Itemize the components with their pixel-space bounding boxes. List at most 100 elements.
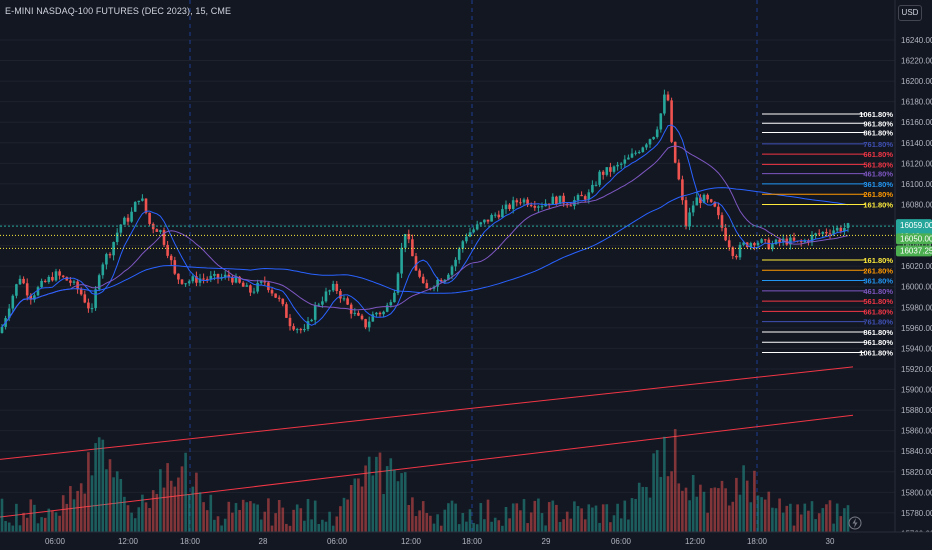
volume-bar (645, 486, 648, 532)
candle-body (486, 219, 490, 222)
volume-bar (803, 503, 807, 532)
volume-bar (533, 500, 537, 532)
volume-bar (591, 507, 594, 532)
volume-bar (576, 506, 580, 532)
volume-bar (677, 483, 681, 532)
volume-bar (558, 521, 562, 532)
candle-body (33, 295, 36, 300)
volume-bar (180, 466, 184, 532)
candle-body (504, 204, 508, 210)
volume-bar (389, 458, 393, 532)
volume-bar (580, 508, 583, 532)
volume-bar (659, 476, 663, 532)
volume-bar (223, 518, 227, 532)
price-tag-2-bg (896, 233, 932, 245)
y-tick-label: 16200.00 (901, 77, 932, 86)
volume-bar (241, 499, 245, 532)
volume-bar (450, 500, 454, 532)
price-tag-2: 16050.00 (900, 234, 932, 243)
volume-bar (713, 487, 717, 532)
volume-bar (760, 497, 763, 532)
candle-body (36, 287, 40, 296)
candle-body (457, 248, 461, 260)
fib-level-label: 161.80% (863, 200, 893, 209)
volume-bar (234, 503, 238, 532)
candle-body (612, 166, 616, 172)
candle-body (839, 227, 843, 232)
time-axis[interactable] (0, 532, 932, 550)
candle-body (555, 196, 558, 205)
volume-bar (54, 512, 58, 532)
volume-bar (313, 500, 317, 532)
candle-body (738, 244, 742, 258)
candle-body (587, 192, 591, 200)
currency-button[interactable]: USD (898, 5, 922, 21)
y-tick-label: 15780.00 (901, 509, 932, 518)
volume-bar (144, 502, 148, 532)
volume-bar (601, 504, 605, 532)
y-tick-label: 16120.00 (901, 159, 932, 168)
candle-body (465, 236, 468, 242)
candle-body (799, 240, 803, 243)
volume-bar (411, 497, 414, 532)
volume-bar (569, 518, 573, 532)
candle-body (756, 242, 760, 246)
candle-body (72, 281, 76, 283)
volume-bar (112, 477, 115, 532)
candle-body (123, 217, 126, 225)
volume-bar (490, 521, 493, 532)
volume-bar (94, 443, 97, 532)
price-axis[interactable] (895, 0, 932, 532)
volume-bar (393, 469, 396, 532)
volume-bar (277, 500, 281, 532)
volume-bar (630, 498, 634, 532)
volume-bar (468, 509, 472, 532)
candle-body (295, 329, 299, 331)
fib-level-label: 461.80% (863, 287, 893, 296)
candle-body (637, 152, 641, 154)
candle-body (328, 290, 331, 292)
candle-body (414, 256, 418, 271)
x-tick-label: 06:00 (611, 537, 632, 546)
candle-body (598, 171, 601, 185)
candle-body (760, 239, 763, 243)
volume-bar (526, 523, 529, 532)
volume-bar (828, 500, 832, 532)
candle-body (303, 328, 306, 331)
ma-slow-line (1, 187, 849, 328)
volume-bar (814, 519, 817, 532)
candle-body (461, 241, 465, 249)
candle-body (684, 200, 688, 227)
candle-body (724, 227, 727, 241)
candle-body (576, 194, 580, 201)
candle-body (371, 314, 375, 322)
volume-bar (72, 499, 76, 532)
candle-body (627, 157, 630, 160)
candle-body (655, 129, 659, 137)
ma-fast-line (1, 124, 849, 328)
candle-body (792, 237, 796, 241)
candle-body (529, 205, 533, 207)
volume-bar (364, 465, 367, 532)
candle-body (223, 274, 227, 278)
lightning-icon[interactable] (848, 516, 862, 530)
fib-level-label: 961.80% (863, 119, 893, 128)
volume-bar (817, 513, 821, 532)
volume-bar (807, 510, 810, 532)
volume-bar (137, 507, 141, 532)
candle-body (659, 113, 663, 130)
candle-body (609, 167, 612, 172)
volume-bar (738, 494, 742, 532)
volume-bars (0, 429, 850, 532)
candle-body (439, 279, 443, 283)
volume-bar (540, 513, 544, 532)
candle-body (184, 283, 187, 285)
candle-body (411, 239, 414, 257)
volume-bar (0, 498, 4, 532)
volume-bar (65, 503, 69, 532)
candle-body (533, 206, 537, 208)
volume-bar (213, 519, 216, 532)
candle-body (227, 274, 231, 278)
candlesticks (0, 89, 850, 334)
